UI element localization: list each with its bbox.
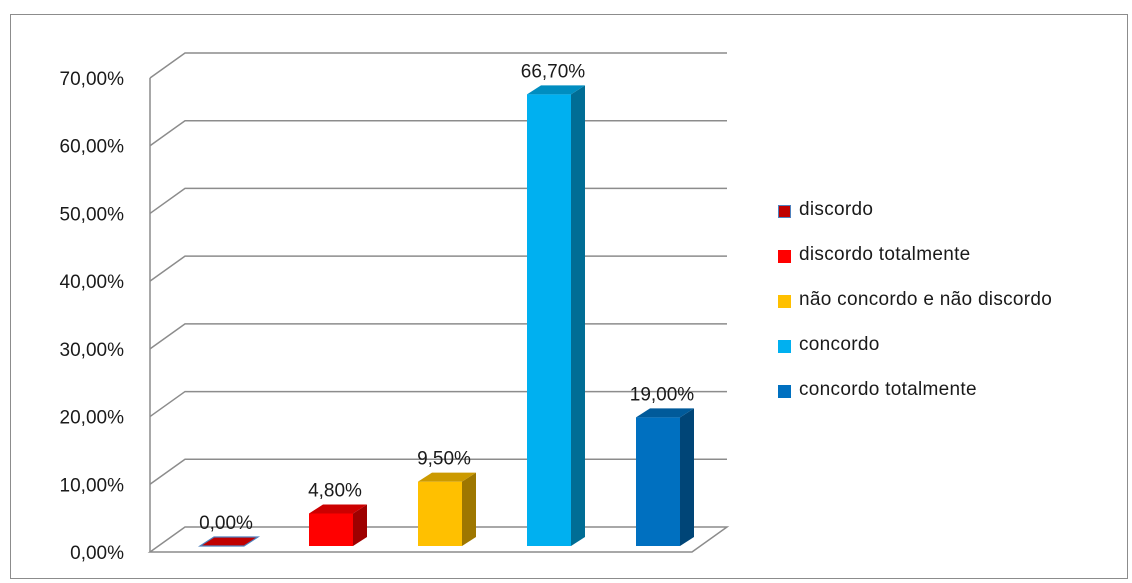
bar-top [309,504,367,514]
bar-1 [309,504,367,546]
legend-label: concordo [799,334,880,355]
bar-side [680,408,694,546]
data-label: 66,70% [521,61,586,82]
bar-side [353,504,367,546]
bar-front [418,481,462,546]
legend-swatch [778,385,791,398]
gridline [149,119,727,147]
bar-top [527,85,585,95]
bar-0 [197,536,261,547]
y-tick-label: 50,00% [60,204,125,225]
bar-side [462,472,476,546]
bar-4 [636,408,694,546]
legend-label: não concordo e não discordo [799,289,1053,310]
legend-swatch [778,295,791,308]
gridline [149,323,727,350]
data-label: 9,50% [417,449,471,470]
bar-top [197,536,261,547]
data-label: 19,00% [630,384,695,405]
gridline [149,255,727,282]
y-tick-label: 60,00% [60,137,125,158]
bar-side [571,85,585,547]
legend-label: discordo [799,199,874,220]
legend-swatch [778,340,791,353]
gridline [149,187,727,215]
y-tick-label: 0,00% [70,543,124,564]
y-tick-label: 30,00% [60,340,125,361]
chart-frame [10,14,1128,579]
legend-label: concordo totalmente [799,379,977,400]
labels: 0,00% 10,00% 20,00% 30,00% 40,00% 50,00% 60,00… [60,61,695,564]
y-tick-label: 70,00% [60,69,125,90]
legend-label: discordo totalmente [799,244,971,265]
bar-3 [527,85,585,547]
bar-front [309,513,353,546]
bar-front [527,94,571,547]
bar-top [636,408,694,418]
y-tick-label: 20,00% [60,408,125,429]
bar-2 [418,472,476,546]
bars [197,85,694,547]
y-tick-label: 10,00% [60,475,125,496]
data-label: 0,00% [199,513,253,534]
legend-swatch [778,250,791,263]
legend-swatch [778,205,791,218]
data-label: 4,80% [308,480,362,501]
bar-top [418,472,476,482]
y-tick-label: 40,00% [60,272,125,293]
gridline [149,52,727,79]
bar-front [636,417,680,546]
